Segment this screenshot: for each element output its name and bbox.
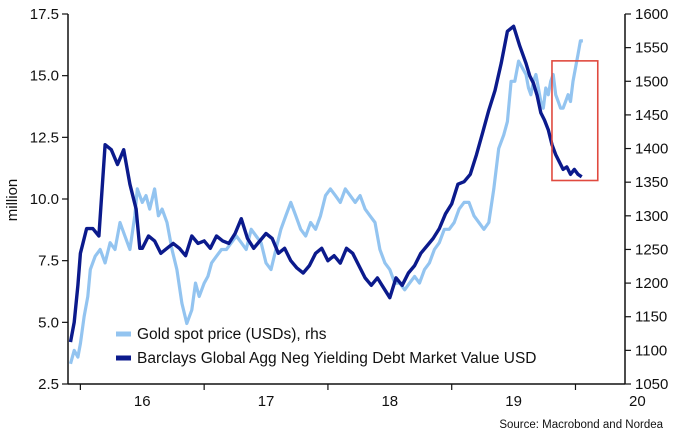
highlight-box: [551, 60, 599, 182]
right-tick-label: 1200: [635, 275, 668, 292]
left-tick-label: 12.5: [30, 129, 59, 146]
right-tick-label: 1400: [635, 141, 668, 158]
x-tick-label: 16: [134, 393, 151, 410]
x-tick-label: 20: [629, 393, 646, 410]
right-tick-label: 1100: [635, 342, 667, 359]
right-tick-label: 1550: [635, 40, 668, 57]
legend: Gold spot price (USDs), rhs Barclays Glo…: [116, 326, 536, 367]
x-tick-label: 17: [258, 393, 275, 410]
right-tick-label: 1450: [635, 107, 668, 124]
x-axis-ticks: 16 17 18 19 20: [79, 384, 646, 410]
right-tick-label: 1600: [635, 6, 668, 23]
left-tick-label: 5.0: [38, 314, 59, 331]
left-tick-label: 15.0: [30, 68, 59, 85]
legend-label-neg-yield: Barclays Global Agg Neg Yielding Debt Ma…: [137, 350, 536, 367]
right-tick-label: 1300: [635, 208, 668, 225]
x-tick-label: 19: [505, 393, 522, 410]
left-axis-ticks: 2.5 5.0 7.5 10.0 12.5 15.0 17.5: [30, 6, 68, 393]
y-axis-label: million: [4, 179, 21, 222]
series-line-neg-yield: [68, 24, 583, 343]
right-tick-label: 1150: [635, 309, 667, 326]
series-line-gold: [68, 39, 583, 365]
left-tick-label: 10.0: [30, 191, 59, 208]
right-tick-label: 1350: [635, 174, 668, 191]
left-tick-label: 2.5: [38, 376, 59, 393]
left-tick-label: 7.5: [38, 253, 59, 270]
right-tick-label: 1250: [635, 241, 668, 258]
right-tick-label: 1050: [635, 376, 668, 393]
right-axis-ticks: 1050 1100 1150 1200 1250 1300 1350 1400 1450 1500…: [625, 6, 668, 393]
source-note: Source: Macrobond and Nordea: [499, 419, 663, 431]
series-lines: [68, 24, 583, 365]
x-tick-label: 18: [381, 393, 398, 410]
right-tick-label: 1500: [635, 73, 668, 90]
legend-label-gold: Gold spot price (USDs), rhs: [137, 326, 327, 343]
left-tick-label: 17.5: [30, 6, 59, 23]
